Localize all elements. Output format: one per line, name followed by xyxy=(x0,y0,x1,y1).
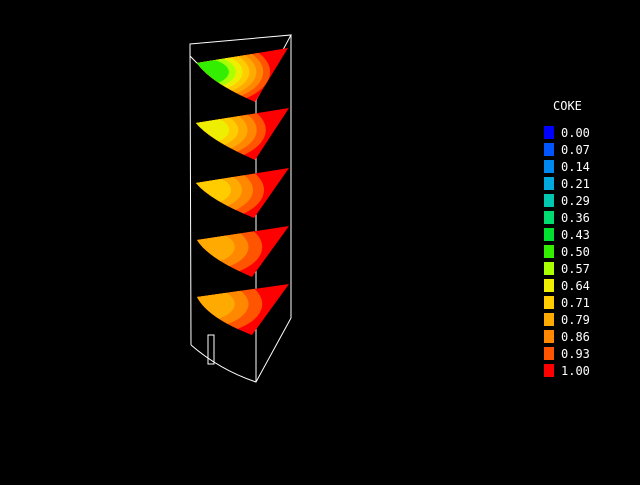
legend-label: 0.71 xyxy=(561,296,590,310)
legend-swatch xyxy=(544,211,554,224)
legend-label: 0.86 xyxy=(561,330,590,344)
legend-label: 0.29 xyxy=(561,194,590,208)
legend-swatch xyxy=(544,279,554,292)
legend-swatch xyxy=(544,160,554,173)
legend-swatch xyxy=(544,262,554,275)
legend-label: 0.00 xyxy=(561,126,590,140)
contour-slices xyxy=(196,48,289,335)
legend-swatch xyxy=(544,330,554,343)
frame-bottom-edge xyxy=(190,317,292,383)
legend-swatch xyxy=(544,347,554,360)
contour-band xyxy=(196,174,231,206)
legend-label: 0.64 xyxy=(561,279,590,293)
slice-5 xyxy=(197,284,289,335)
legend-label: 0.07 xyxy=(561,143,590,157)
legend-label: 1.00 xyxy=(561,364,590,378)
legend-swatch xyxy=(544,313,554,326)
contour-band xyxy=(197,287,235,321)
legend-swatch xyxy=(544,296,554,309)
legend-swatch xyxy=(544,194,554,207)
legend-label: 0.43 xyxy=(561,228,590,242)
legend-label: 0.57 xyxy=(561,262,590,276)
legend-swatch xyxy=(544,143,554,156)
frame-left-edge xyxy=(189,43,192,346)
legend-label: 0.21 xyxy=(561,177,590,191)
legend-swatch xyxy=(544,126,554,139)
legend-label: 0.93 xyxy=(561,347,590,361)
contour-band xyxy=(197,230,235,264)
legend-label: 0.50 xyxy=(561,245,590,259)
legend-swatch xyxy=(544,177,554,190)
legend-title: COKE xyxy=(553,99,582,113)
legend-swatch xyxy=(544,245,554,258)
coke-legend: COKE 0.00 0.07 0.14 0.21 0.29 0.36 0.43 0.50 0.5… xyxy=(544,99,590,378)
legend-swatch xyxy=(544,364,554,377)
outlet-pipe xyxy=(207,334,215,365)
contour-band xyxy=(196,115,230,145)
contour-band xyxy=(197,58,229,86)
legend-label: 0.14 xyxy=(561,160,590,174)
legend-swatch xyxy=(544,228,554,241)
legend-label: 0.36 xyxy=(561,211,590,225)
legend-label: 0.79 xyxy=(561,313,590,327)
